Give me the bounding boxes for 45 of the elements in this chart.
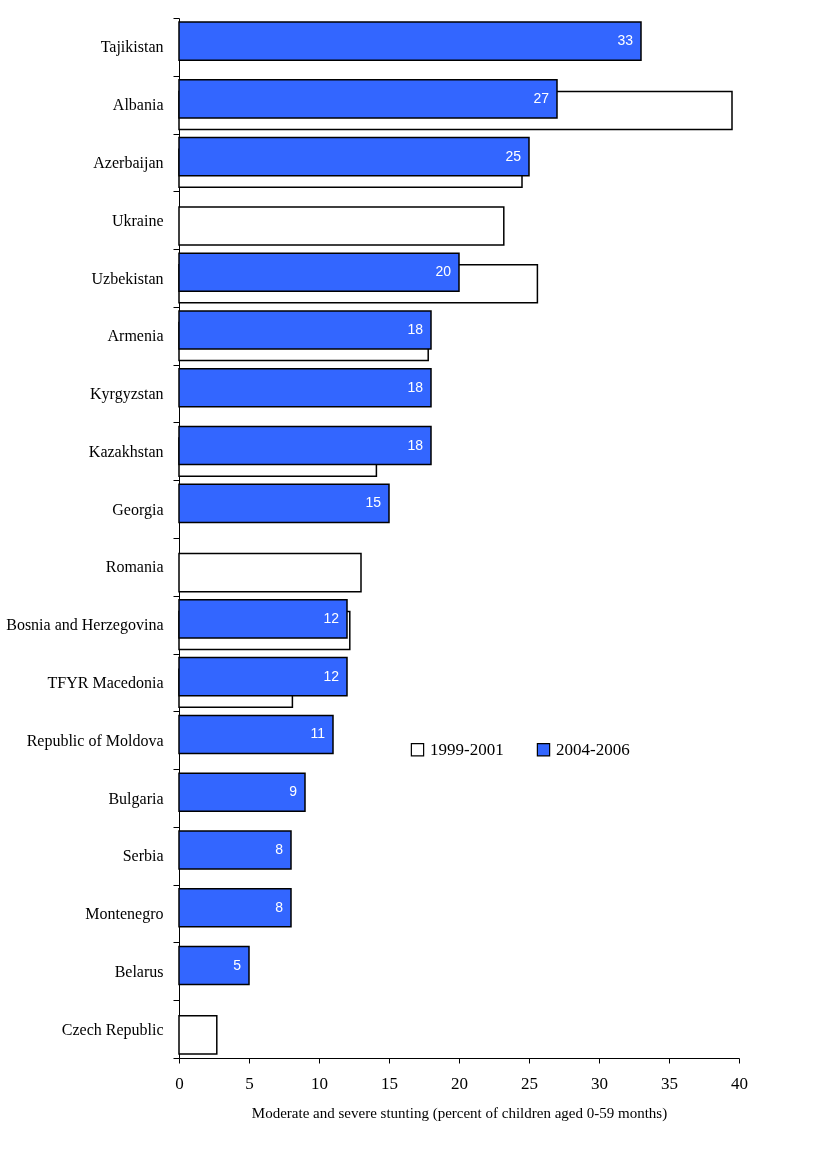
data-label: 18	[407, 436, 424, 453]
y-tick-label: Albania	[112, 96, 164, 114]
y-tick-label: Tajikistan	[100, 38, 164, 57]
y-tick-label: Czech Republic	[61, 1020, 164, 1039]
x-tick-label: 15	[381, 1073, 398, 1093]
y-tick-label: Belarus	[114, 962, 164, 980]
data-label: 12	[323, 667, 340, 684]
y-tick-label: TFYR Macedonia	[47, 673, 164, 691]
data-label: 11	[310, 725, 326, 742]
x-tick-label: 30	[591, 1073, 608, 1093]
y-tick-label: Romania	[105, 558, 164, 576]
y-tick-label: Montenegro	[85, 905, 164, 924]
x-tick-label: 40	[731, 1073, 748, 1093]
x-tick-label: 20	[451, 1073, 468, 1093]
x-axis-title: Moderate and severe stunting (percent of children aged 0-59 months)	[251, 1104, 668, 1122]
y-tick-label: Uzbekistan	[91, 269, 164, 287]
x-tick-label: 35	[661, 1073, 678, 1093]
y-tick-label: Azerbaijan	[93, 153, 164, 172]
data-label: 33	[617, 32, 634, 49]
data-label: 18	[407, 321, 424, 337]
x-tick-label: 0	[175, 1073, 184, 1093]
y-tick-label: Kyrgyzstan	[90, 385, 164, 404]
y-tick-label: Serbia	[122, 847, 164, 865]
data-label: 25	[505, 147, 522, 164]
data-label: 8	[275, 841, 284, 857]
legend-label: 2004-2006	[556, 739, 630, 759]
y-tick-label: Georgia	[112, 500, 164, 519]
x-tick-label: 5	[245, 1073, 254, 1093]
data-label: 27	[533, 89, 550, 106]
y-tick-label: Ukraine	[111, 211, 164, 229]
y-tick-label: Republic of Moldova	[26, 731, 164, 750]
data-label: 5	[233, 956, 242, 973]
data-label: 18	[407, 378, 424, 395]
data-label: 15	[365, 494, 382, 511]
legend-label: 1999-2001	[430, 739, 504, 759]
y-tick-label: Bosnia and Herzegovina	[6, 616, 164, 635]
data-label: 20	[435, 263, 452, 280]
x-tick-label: 10	[311, 1073, 328, 1093]
data-label: 12	[323, 609, 340, 626]
x-tick-label: 25	[521, 1073, 538, 1093]
y-tick-label: Bulgaria	[108, 789, 164, 808]
y-tick-label: Kazakhstan	[88, 442, 164, 460]
y-tick-label: Armenia	[107, 327, 164, 345]
data-label: 9	[289, 783, 298, 800]
data-label: 8	[275, 898, 284, 915]
